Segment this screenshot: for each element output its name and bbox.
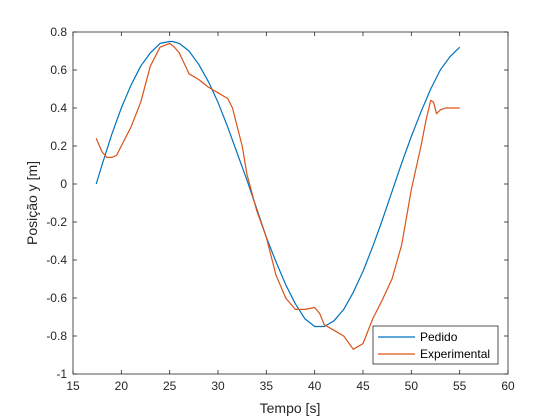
x-tick-label: 55 [453, 379, 467, 393]
y-tick-label: 0.2 [50, 139, 67, 153]
y-tick-label: 0.4 [50, 101, 67, 115]
y-tick-label: -0.6 [46, 291, 67, 305]
x-tick-label: 25 [163, 379, 177, 393]
y-axis-label: Posição y [m] [24, 161, 40, 245]
x-tick-label: 30 [211, 379, 225, 393]
y-tick-label: -1 [56, 367, 67, 381]
y-tick-label: -0.4 [46, 253, 67, 267]
x-tick-label: 15 [66, 379, 80, 393]
y-tick-label: -0.8 [46, 329, 67, 343]
x-tick-label: 45 [356, 379, 370, 393]
y-tick-label: -0.2 [46, 215, 67, 229]
x-tick-label: 35 [260, 379, 274, 393]
x-tick-label: 40 [308, 379, 322, 393]
legend-label-pedido: Pedido [420, 330, 458, 344]
x-tick-label: 60 [501, 379, 515, 393]
legend-label-experimental: Experimental [420, 347, 490, 361]
x-tick-label: 20 [115, 379, 129, 393]
y-tick-label: 0 [60, 177, 67, 191]
x-tick-label: 50 [405, 379, 419, 393]
y-tick-label: 0.6 [50, 63, 67, 77]
y-tick-label: 0.8 [50, 25, 67, 39]
x-axis-label: Tempo [s] [260, 400, 321, 416]
legend: Pedido Experimental [373, 326, 498, 364]
